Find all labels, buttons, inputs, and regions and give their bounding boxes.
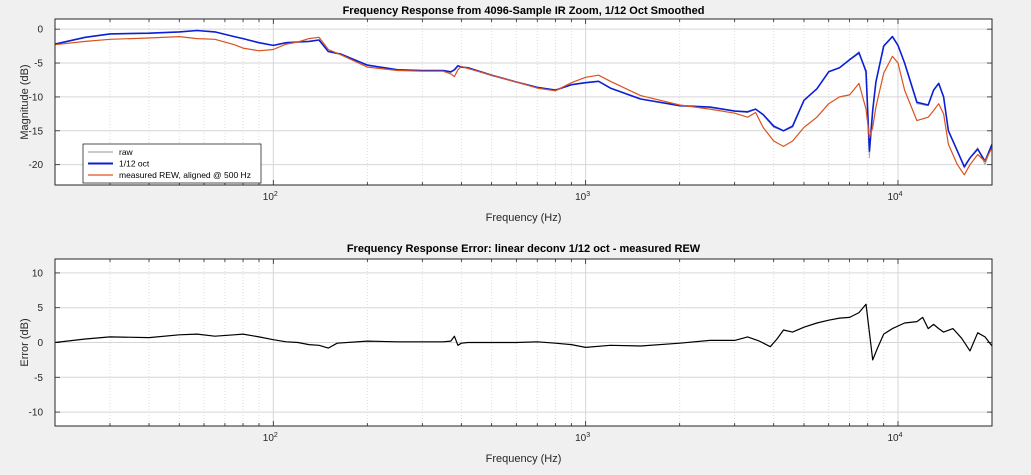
minor-gridlines [109,259,899,426]
y-axis-label: Error (dB) [19,318,31,366]
y-tick-label: -10 [29,92,44,103]
y-tick-label: -10 [29,408,44,419]
x-axis: 102 103 104 [263,191,903,203]
x-axis-label: Frequency (Hz) [486,212,562,224]
chart-panel-1: -20 -15 -10 -5 0 102 103 104 Frequency (Hz) Magni… [19,5,993,224]
legend-label: 1/12 oct [119,159,150,169]
series-line-3 [55,35,992,176]
chart-panel-2: -10 -5 0 5 10 102 103 104 Frequency (Hz) Error (d… [19,243,993,465]
legend-label: raw [119,147,134,157]
x-tick-label: 103 [575,191,590,203]
series-line-1 [55,303,992,361]
y-tick-label: -20 [29,160,44,171]
legend-label: measured REW, aligned @ 500 Hz [119,170,251,180]
series-line-2 [55,29,992,168]
axes-box [54,258,993,427]
y-tick-label: 10 [32,268,44,279]
x-tick-label: 102 [263,432,278,444]
y-axis: -20 -15 -10 -5 0 [29,25,992,171]
x-tick-label: 104 [887,191,902,203]
axes-box [54,18,993,186]
y-axis-label: Magnitude (dB) [19,64,31,139]
chart-title: Frequency Response Error: linear deconv … [347,243,701,255]
minor-gridlines [109,19,899,185]
x-tick-label: 102 [263,191,278,203]
x-axis: 102 103 104 [263,432,903,444]
y-tick-label: 0 [37,338,43,349]
x-axis-label: Frequency (Hz) [486,453,562,465]
y-tick-label: -5 [34,59,43,70]
y-axis: -10 -5 0 5 10 [29,268,992,419]
y-tick-label: 0 [37,25,43,36]
y-tick-label: -5 [34,373,43,384]
chart-title: Frequency Response from 4096-Sample IR Z… [343,5,705,17]
series-group [55,303,992,361]
y-tick-label: 5 [37,303,43,314]
x-tick-label: 103 [575,432,590,444]
y-tick-label: -15 [29,126,44,137]
series-group [55,29,992,176]
x-tick-label: 104 [887,432,902,444]
